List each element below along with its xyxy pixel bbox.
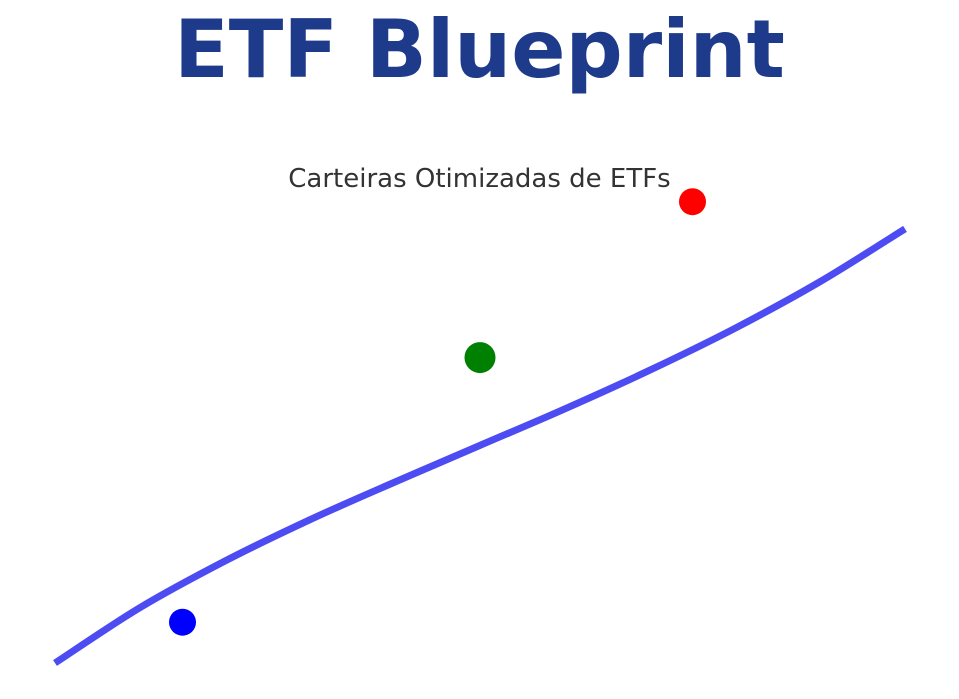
red-portfolio-point	[679, 188, 706, 216]
frontier-curve	[53, 225, 907, 666]
page-title: ETF Blueprint	[174, 3, 785, 96]
page-subtitle: Carteiras Otimizadas de ETFs	[288, 164, 671, 194]
green-portfolio-point	[464, 342, 496, 374]
blue-portfolio-point	[169, 608, 196, 636]
